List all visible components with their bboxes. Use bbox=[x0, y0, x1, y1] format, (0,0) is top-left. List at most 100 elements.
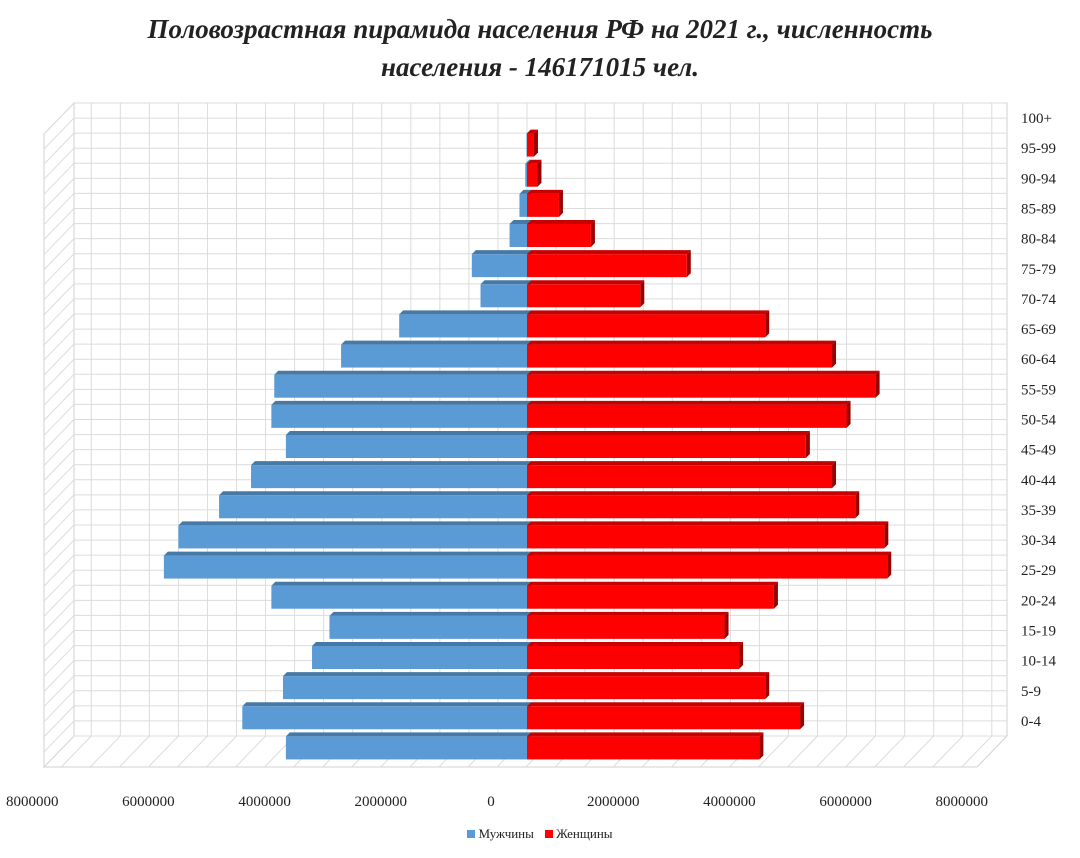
bar-men-40-44 bbox=[219, 495, 527, 519]
bar-women-65-69 bbox=[527, 344, 833, 368]
grid-line-side bbox=[43, 645, 75, 677]
x-tick-label: 0 bbox=[487, 794, 495, 810]
bar-side-women bbox=[773, 581, 778, 609]
bar-men-20-24 bbox=[329, 615, 527, 639]
grid-line-side bbox=[43, 343, 75, 376]
legend-label-women: Женщины bbox=[556, 826, 613, 841]
grid-line-side bbox=[43, 238, 75, 270]
bar-women-85-89 bbox=[527, 224, 591, 247]
grid-line-side bbox=[43, 569, 75, 602]
grid-line-side bbox=[43, 524, 75, 557]
grid-line-side bbox=[43, 132, 75, 165]
bar-side-women bbox=[800, 702, 805, 730]
bar-side-women bbox=[832, 340, 837, 368]
bar-top-men bbox=[163, 551, 531, 556]
grid-line-floor bbox=[787, 735, 818, 768]
grid-line-floor bbox=[874, 735, 906, 768]
bar-side-women bbox=[887, 551, 892, 579]
chart-title-line-2: населения - 146171015 чел. bbox=[380, 52, 699, 82]
grid-line-floor bbox=[118, 735, 150, 768]
x-tick-label: 2000000 bbox=[587, 794, 640, 810]
grid-line-floor bbox=[816, 735, 847, 768]
legend-item-women: Женщины bbox=[545, 826, 613, 842]
grid-line-side bbox=[43, 615, 75, 647]
category-label: 45-49 bbox=[1021, 443, 1056, 459]
bar-men-15-19 bbox=[312, 646, 527, 669]
bar-men-25-29 bbox=[271, 585, 527, 609]
bar-women-35-39 bbox=[527, 525, 885, 549]
legend: Мужчины Женщины bbox=[0, 826, 1080, 842]
grid-line-side bbox=[43, 328, 75, 361]
bar-side-women bbox=[846, 400, 851, 428]
bar-men-85-89 bbox=[509, 224, 527, 247]
bar-side-women bbox=[558, 189, 563, 217]
bar-side-women bbox=[537, 159, 542, 187]
bar-men-45-49 bbox=[251, 465, 527, 489]
bar-women-0-4 bbox=[527, 736, 760, 760]
bar-side-women bbox=[855, 491, 860, 519]
bar-top-women bbox=[527, 551, 892, 556]
bar-men-30-34 bbox=[163, 555, 527, 579]
category-label: 60-64 bbox=[1021, 352, 1056, 368]
grid-line-side bbox=[43, 449, 75, 481]
legend-swatch-men bbox=[467, 830, 476, 838]
grid-line-side bbox=[43, 584, 75, 617]
bar-side-women bbox=[765, 672, 770, 700]
bar-top-women bbox=[527, 220, 595, 224]
bar-women-70-74 bbox=[527, 314, 766, 338]
bar-top-women bbox=[527, 370, 880, 375]
bar-men-10-14 bbox=[282, 676, 527, 700]
category-label: 15-19 bbox=[1021, 624, 1056, 640]
bar-men-60-64 bbox=[274, 374, 527, 398]
bar-top-women bbox=[527, 280, 645, 285]
bar-top-men bbox=[285, 431, 531, 435]
bar-top-men bbox=[274, 370, 531, 375]
bar-women-100+ bbox=[527, 133, 534, 157]
bar-side-women bbox=[686, 250, 691, 278]
bar-women-95-99 bbox=[527, 163, 538, 187]
bar-women-30-34 bbox=[527, 555, 888, 579]
bar-top-women bbox=[527, 702, 805, 707]
grid-line-side bbox=[43, 690, 75, 723]
bar-women-25-29 bbox=[527, 585, 774, 609]
bar-top-men bbox=[271, 581, 531, 586]
bar-men-95-99 bbox=[525, 163, 527, 187]
grid-line-floor bbox=[961, 735, 993, 768]
bar-women-60-64 bbox=[527, 374, 876, 398]
category-label: 80-84 bbox=[1021, 232, 1056, 248]
bar-top-women bbox=[527, 672, 770, 677]
bar-women-10-14 bbox=[527, 676, 766, 700]
grid-line-side bbox=[43, 178, 75, 210]
bar-men-55-59 bbox=[271, 404, 527, 428]
grid-line-side bbox=[43, 464, 75, 497]
grid-line-side bbox=[43, 479, 75, 512]
bar-side-women bbox=[765, 310, 770, 338]
grid-line-side bbox=[43, 434, 75, 466]
grid-line-side bbox=[43, 298, 75, 331]
bar-men-5-9 bbox=[242, 706, 527, 730]
category-label: 70-74 bbox=[1021, 292, 1056, 308]
grid-line-side bbox=[43, 660, 75, 692]
bar-top-men bbox=[242, 702, 531, 707]
category-label: 50-54 bbox=[1021, 413, 1056, 429]
bar-side-women bbox=[875, 370, 880, 398]
grid-line-side bbox=[43, 494, 75, 527]
grid-line-side bbox=[43, 509, 75, 542]
bar-top-men bbox=[219, 491, 531, 496]
bar-men-90-94 bbox=[519, 193, 527, 217]
bar-top-men bbox=[329, 611, 531, 616]
bar-top-women bbox=[527, 611, 729, 616]
bar-women-75-79 bbox=[527, 284, 641, 308]
grid-line-side bbox=[43, 419, 75, 451]
bar-women-20-24 bbox=[527, 615, 725, 639]
bar-top-men bbox=[341, 340, 531, 345]
grid-line-floor bbox=[60, 735, 92, 768]
category-label: 90-94 bbox=[1021, 171, 1056, 187]
bar-top-women bbox=[527, 642, 744, 646]
category-label: 55-59 bbox=[1021, 382, 1056, 398]
grid-line-side bbox=[43, 600, 75, 632]
bar-men-0-4 bbox=[285, 736, 527, 760]
bar-top-men bbox=[271, 400, 531, 405]
bar-top-women bbox=[527, 732, 764, 737]
bar-men-65-69 bbox=[341, 344, 527, 368]
